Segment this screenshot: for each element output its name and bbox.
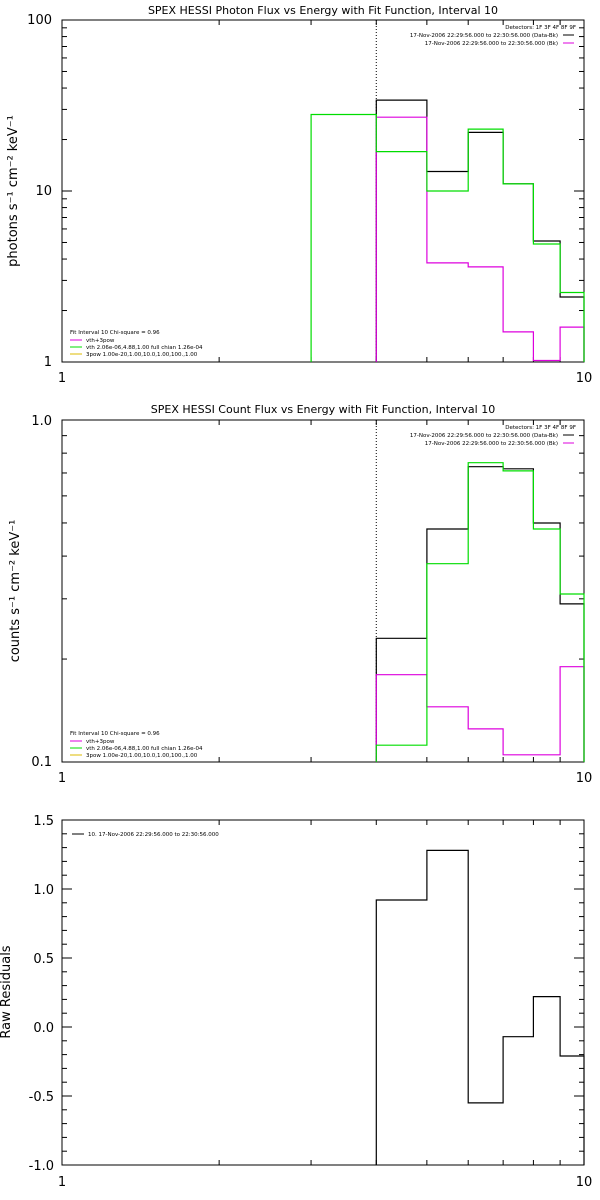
legend-entry: 17-Nov-2006 22:29:56.000 to 22:30:56.000… xyxy=(425,41,558,47)
y-tick-label: 1.0 xyxy=(33,883,54,898)
y-tick-label: 0.0 xyxy=(33,1021,54,1036)
photon-flux-panel: SPEX HESSI Photon Flux vs Energy with Fi… xyxy=(6,4,592,386)
legend-entry: 3pow 1.00e-20,1.00,10.0,1.00,100.,1.00 xyxy=(86,352,198,358)
legend-entry: Fit Interval 10 Chi-square = 0.96 xyxy=(70,330,160,336)
legend-entry: Detectors: 1F 3F 4F 8F 9F xyxy=(505,425,576,431)
series-3-histogram xyxy=(375,462,585,762)
y-tick-label: -1.0 xyxy=(29,1159,54,1174)
y-tick-label: -0.5 xyxy=(29,1090,54,1105)
residuals-panel: Raw Residuals 10. 17-Nov-2006 22:29:56.0… xyxy=(0,814,592,1190)
x-tick-label: 10 xyxy=(576,371,593,386)
legend-entry: 10. 17-Nov-2006 22:29:56.000 to 22:30:56… xyxy=(88,832,219,838)
legend-entry: vth+3pow xyxy=(86,338,115,344)
plot-frame xyxy=(61,19,585,363)
legend-entry: vth 2.06e-06,4.88,1.00 full chian 1.26e-… xyxy=(86,746,203,752)
y-axis-label: counts s⁻¹ cm⁻² keV⁻¹ xyxy=(8,520,23,663)
series-1-histogram xyxy=(375,99,585,362)
legend-entry: vth 2.06e-06,4.88,1.00 full chian 1.26e-… xyxy=(86,345,203,351)
count-flux-panel: SPEX HESSI Count Flux vs Energy with Fit… xyxy=(8,403,592,786)
legend-entry: Fit Interval 10 Chi-square = 0.96 xyxy=(70,731,160,737)
series-1-histogram xyxy=(375,466,585,762)
chart-title: SPEX HESSI Photon Flux vs Energy with Fi… xyxy=(148,4,498,17)
plot-frame xyxy=(61,419,585,763)
legend-entry: 17-Nov-2006 22:29:56.000 to 22:30:56.000… xyxy=(425,441,558,447)
y-tick-label: 0.5 xyxy=(33,952,54,967)
y-tick-label: 0.1 xyxy=(31,755,52,770)
legend-entry: Detectors: 1F 3F 4F 8F 9F xyxy=(505,25,576,31)
x-tick-label: 10 xyxy=(576,771,593,786)
y-tick-label: 1.0 xyxy=(31,414,52,429)
x-tick-label: 10 xyxy=(576,1175,593,1190)
series-2-histogram xyxy=(375,666,585,762)
chart-title: SPEX HESSI Count Flux vs Energy with Fit… xyxy=(151,403,495,416)
series-2-histogram xyxy=(375,116,585,362)
y-tick-label: 1.5 xyxy=(33,814,54,829)
series-3-histogram xyxy=(310,113,585,362)
x-tick-label: 1 xyxy=(58,371,66,386)
series-1-histogram xyxy=(375,849,585,1165)
y-tick-label: 1 xyxy=(44,355,52,370)
y-axis-label: photons s⁻¹ cm⁻² keV⁻¹ xyxy=(6,115,21,267)
legend-entry: 3pow 1.00e-20,1.00,10.0,1.00,100.,1.00 xyxy=(86,753,198,759)
x-tick-label: 1 xyxy=(58,771,66,786)
plot-frame xyxy=(61,819,585,1166)
legend-entry: vth+3pow xyxy=(86,739,115,745)
y-axis-label: Raw Residuals xyxy=(0,945,14,1038)
y-tick-label: 100 xyxy=(27,13,52,28)
y-tick-label: 10 xyxy=(35,184,52,199)
x-tick-label: 1 xyxy=(58,1175,66,1190)
legend-entry: 17-Nov-2006 22:29:56.000 to 22:30:56.000… xyxy=(410,33,558,39)
legend-entry: 17-Nov-2006 22:29:56.000 to 22:30:56.000… xyxy=(410,433,558,439)
